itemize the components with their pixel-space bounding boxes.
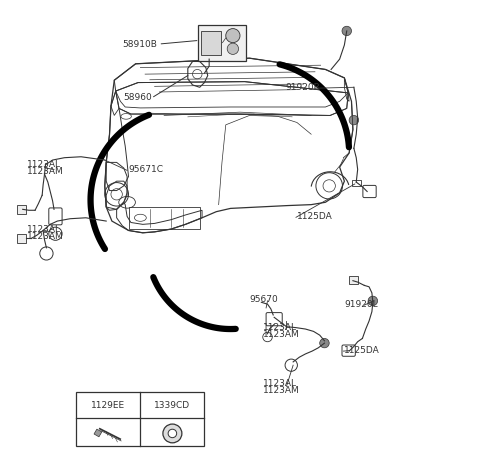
Text: 91920R: 91920R (285, 83, 320, 92)
Text: 91920L: 91920L (344, 300, 378, 309)
Text: 58910B: 58910B (122, 39, 157, 48)
Text: 1123AL: 1123AL (26, 160, 60, 169)
Text: 95671C: 95671C (129, 165, 164, 174)
Text: 1339CD: 1339CD (155, 401, 191, 410)
Circle shape (226, 28, 240, 43)
Circle shape (163, 424, 182, 443)
Circle shape (320, 338, 329, 348)
Text: 95670: 95670 (250, 295, 278, 304)
Text: 1123AL: 1123AL (26, 225, 60, 234)
Bar (76, 392, 204, 446)
FancyBboxPatch shape (201, 31, 221, 56)
Text: 1123AL: 1123AL (263, 379, 297, 388)
Bar (94, 429, 102, 437)
FancyBboxPatch shape (17, 234, 26, 243)
Circle shape (368, 296, 378, 305)
FancyBboxPatch shape (198, 25, 246, 60)
Text: 1123AL: 1123AL (263, 323, 297, 332)
Text: 1123AM: 1123AM (263, 330, 300, 339)
Circle shape (349, 115, 359, 125)
Circle shape (342, 26, 351, 36)
Circle shape (168, 429, 177, 437)
Text: 58960: 58960 (123, 93, 152, 102)
FancyBboxPatch shape (348, 276, 358, 284)
Text: 1123AM: 1123AM (26, 232, 63, 241)
FancyBboxPatch shape (17, 205, 26, 214)
Text: 1129EE: 1129EE (91, 401, 125, 410)
Circle shape (227, 43, 239, 55)
Text: 1125DA: 1125DA (297, 212, 333, 221)
Text: 1125DA: 1125DA (344, 346, 380, 355)
Text: 1123AM: 1123AM (263, 386, 300, 395)
Text: 1123AM: 1123AM (26, 167, 63, 176)
